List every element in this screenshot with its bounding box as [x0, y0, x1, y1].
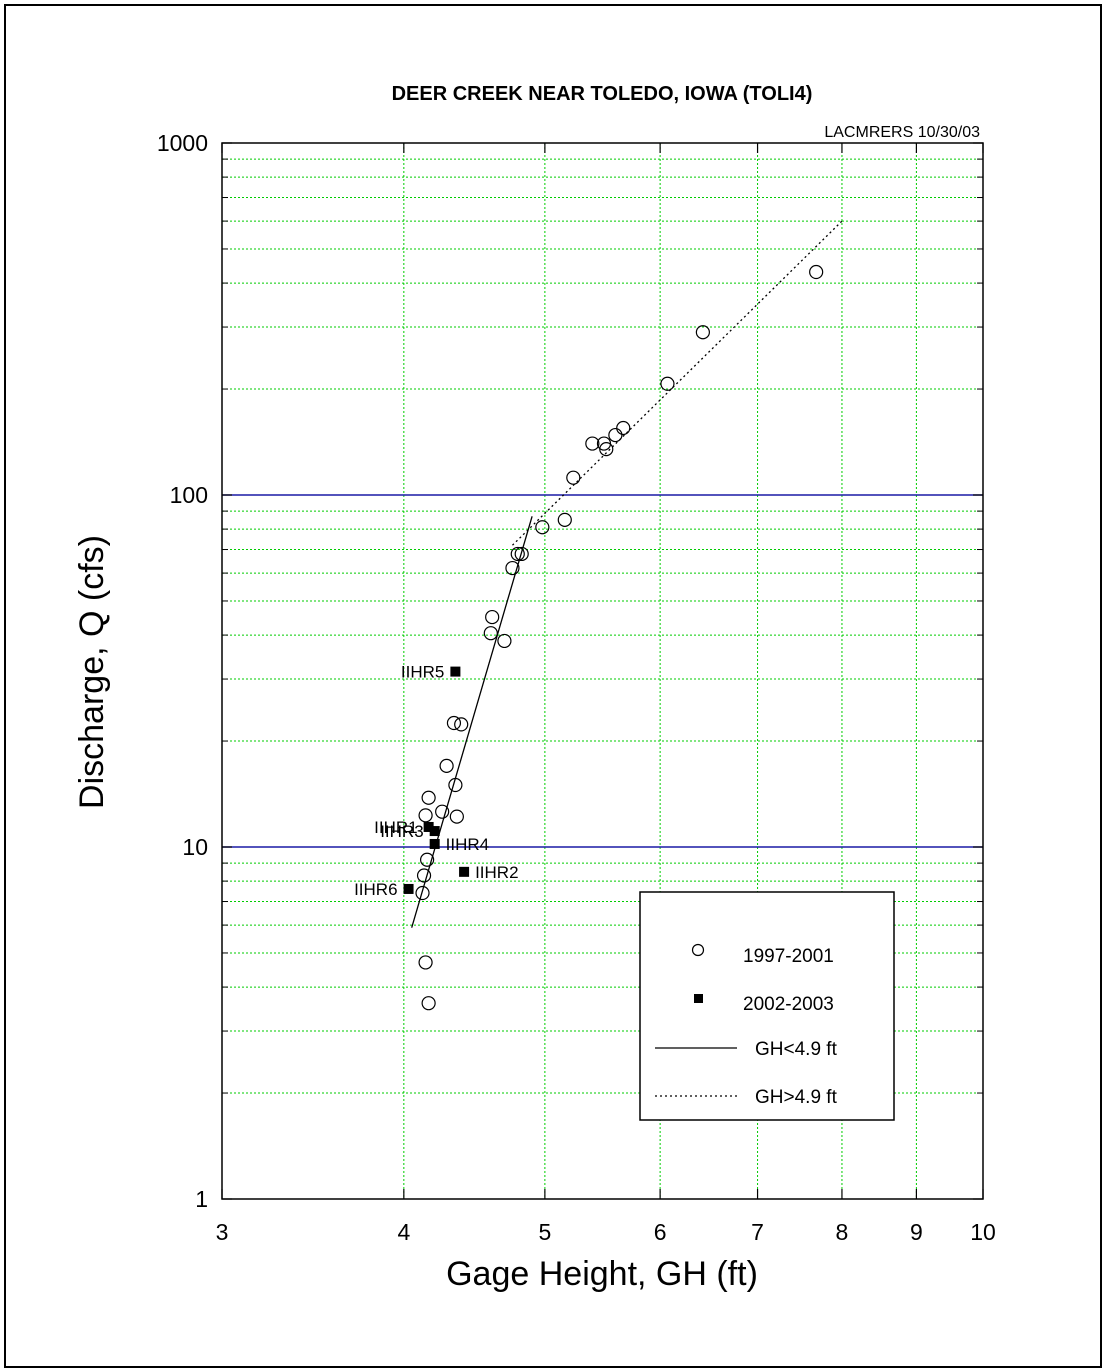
- x-axis-title: Gage Height, GH (ft): [446, 1255, 758, 1293]
- data-point-circle: [497, 633, 512, 649]
- data-point-circle: [566, 470, 581, 485]
- data-point-square: [429, 838, 440, 849]
- data-point-circle: [420, 852, 435, 867]
- data-point-circle: [415, 885, 430, 901]
- point-annotation: IIHR3: [380, 822, 423, 841]
- data-point-circle: [454, 717, 469, 732]
- y-tick-label: 100: [170, 482, 208, 508]
- data-point-circle: [446, 715, 462, 731]
- data-point-circle: [599, 442, 614, 457]
- data-point-circle: [418, 808, 433, 823]
- legend-label-series-4: GH>4.9 ft: [755, 1087, 838, 1108]
- data-point-circle: [510, 546, 525, 562]
- data-point-circle: [608, 427, 623, 443]
- data-point-circle: [485, 609, 500, 625]
- data-point-circle: [435, 804, 450, 819]
- data-point-circle: [421, 790, 436, 805]
- data-point-square: [459, 866, 470, 877]
- data-point-square: [403, 883, 414, 894]
- x-tick-label: 10: [970, 1219, 996, 1245]
- data-point-square: [450, 666, 461, 677]
- point-annotation: IIHR5: [401, 663, 444, 682]
- data-point-circle: [535, 520, 550, 535]
- data-point-circle: [418, 955, 433, 970]
- data-point-circle: [505, 560, 520, 576]
- y-axis-title: Discharge, Q (cfs): [73, 535, 111, 809]
- x-tick-label: 4: [397, 1219, 410, 1245]
- legend-label-series-1: 1997-2001: [743, 946, 834, 967]
- point-annotation: IIHR6: [354, 880, 397, 899]
- x-tick-label: 3: [216, 1219, 229, 1245]
- data-point-circle: [695, 325, 710, 340]
- legend-label-series-2: 2002-2003: [743, 994, 834, 1015]
- x-tick-label: 5: [538, 1219, 551, 1245]
- legend-label-series-3: GH<4.9 ft: [755, 1039, 838, 1060]
- data-point-circle: [421, 996, 436, 1011]
- point-annotation: IIHR4: [446, 835, 489, 854]
- chart-credit: LACMRERS 10/30/03: [824, 124, 980, 141]
- point-annotation: IIHR2: [475, 863, 518, 882]
- data-point-circle: [448, 777, 463, 793]
- y-tick-label: 10: [182, 834, 208, 860]
- data-point-circle: [416, 868, 432, 883]
- data-point-circle: [585, 436, 600, 451]
- legend-marker-open-circle: [691, 943, 705, 957]
- plot-area-border: [221, 142, 984, 1200]
- point-annotation: IIHR1: [374, 818, 417, 837]
- y-tick-label: 1000: [157, 130, 208, 156]
- data-point-circle: [809, 264, 824, 280]
- x-tick-label: 8: [836, 1219, 849, 1245]
- x-tick-label: 6: [654, 1219, 667, 1245]
- data-point-square: [423, 821, 434, 832]
- data-point-circle: [483, 626, 498, 641]
- data-point-square: [429, 826, 440, 837]
- chart-title: DEER CREEK NEAR TOLEDO, IOWA (TOLI4): [392, 83, 813, 105]
- y-tick-label: 1: [195, 1186, 208, 1212]
- data-point-circle: [557, 512, 572, 527]
- x-tick-label: 7: [751, 1219, 764, 1245]
- figure-frame: [4, 4, 1102, 1368]
- data-point-circle: [616, 420, 631, 436]
- fit-line-dotted: [512, 220, 843, 546]
- data-point-circle: [660, 376, 675, 391]
- data-point-circle: [514, 546, 529, 562]
- x-tick-label: 9: [910, 1219, 923, 1245]
- legend-marker-filled-square: [694, 994, 703, 1003]
- fit-line-solid: [411, 516, 533, 928]
- legend: 1997-2001 2002-2003 GH<4.9 ft GH>4.9 ft: [639, 891, 895, 1121]
- data-point-circle: [449, 809, 464, 824]
- legend-box: [639, 891, 895, 1121]
- data-point-circle: [439, 758, 454, 773]
